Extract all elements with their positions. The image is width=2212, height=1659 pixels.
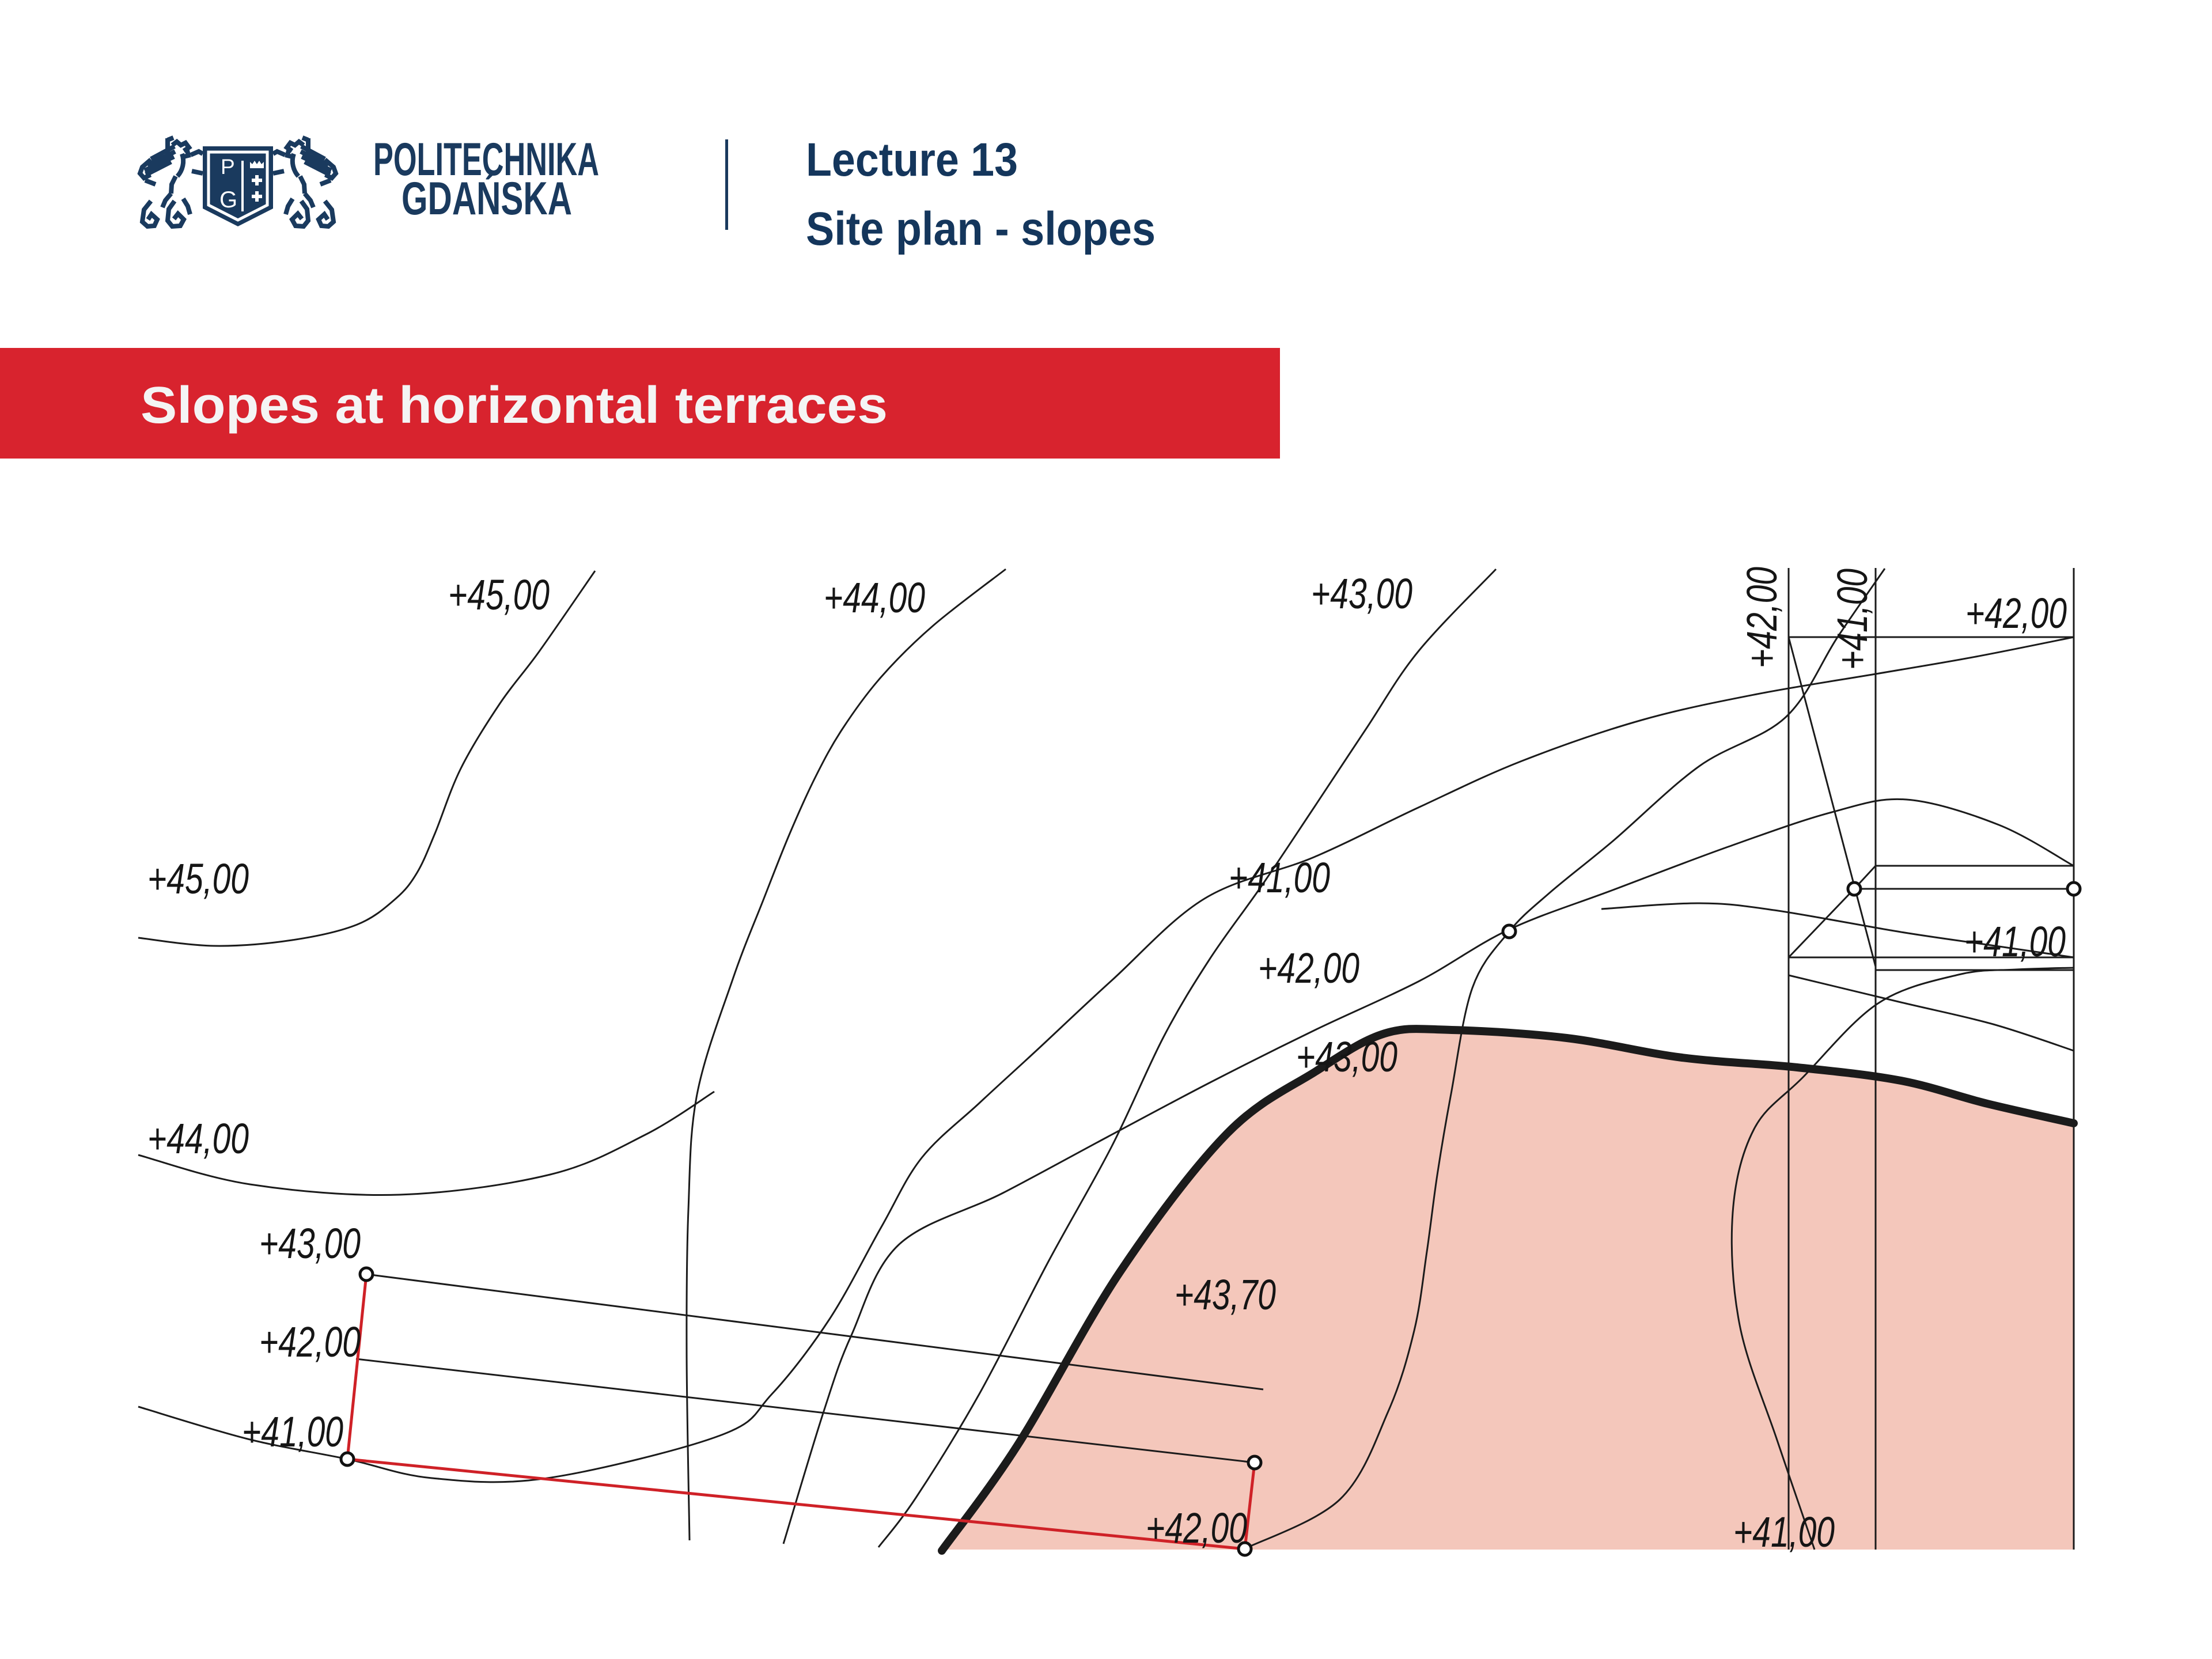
- svg-text:+42,00: +42,00: [1738, 567, 1786, 668]
- svg-text:+41,00: +41,00: [1229, 854, 1330, 902]
- svg-text:G: G: [219, 187, 237, 213]
- svg-text:P: P: [221, 155, 235, 179]
- svg-text:+43,00: +43,00: [259, 1219, 361, 1267]
- svg-text:+41,00: +41,00: [1733, 1508, 1835, 1556]
- svg-text:+43,70: +43,70: [1175, 1271, 1276, 1319]
- svg-text:Lecture 13: Lecture 13: [806, 134, 1018, 186]
- svg-text:+44,00: +44,00: [147, 1115, 249, 1162]
- svg-text:GDAŃSKA: GDAŃSKA: [402, 172, 572, 225]
- svg-text:+42,00: +42,00: [1146, 1504, 1247, 1552]
- svg-text:+41,00: +41,00: [242, 1408, 343, 1456]
- svg-text:+44,00: +44,00: [824, 574, 925, 622]
- svg-text:POLITECHNIKA: POLITECHNIKA: [373, 134, 599, 185]
- svg-text:+42,00: +42,00: [1965, 589, 2067, 637]
- svg-text:Slopes at horizontal terraces: Slopes at horizontal terraces: [141, 377, 888, 434]
- svg-text:+43,00: +43,00: [1311, 570, 1412, 618]
- svg-text:+42,00: +42,00: [259, 1318, 361, 1366]
- svg-text:+42,00: +42,00: [1258, 944, 1359, 992]
- svg-text:+45,00: +45,00: [147, 855, 249, 903]
- svg-text:+45,00: +45,00: [448, 571, 550, 619]
- svg-text:+41,00: +41,00: [1828, 569, 1876, 670]
- svg-text:+43,00: +43,00: [1296, 1033, 1397, 1081]
- svg-text:Site plan - slopes: Site plan - slopes: [806, 203, 1156, 255]
- svg-text:+41,00: +41,00: [1964, 918, 2066, 965]
